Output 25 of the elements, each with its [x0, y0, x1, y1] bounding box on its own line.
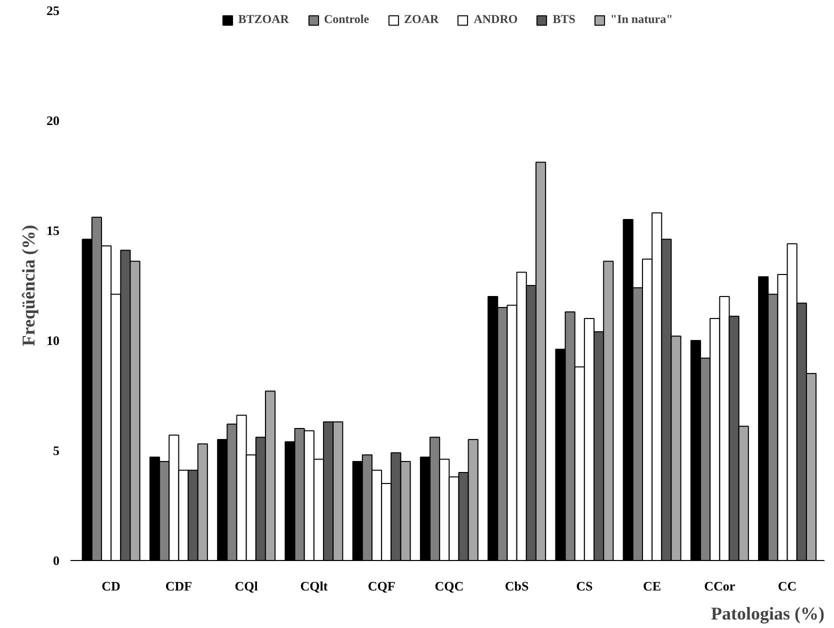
- x-tick-label: CE: [643, 578, 662, 594]
- x-tick-label: CbS: [504, 578, 529, 594]
- legend-label: BTZOAR: [238, 12, 289, 27]
- y-tick-label: 0: [53, 553, 60, 568]
- y-tick-label: 5: [53, 443, 60, 458]
- x-tick-label: CQC: [434, 578, 464, 594]
- legend-label: BTS: [552, 12, 576, 27]
- legend-label: ZOAR: [404, 12, 439, 27]
- x-tick-label: CC: [778, 578, 797, 594]
- x-tick-label: CD: [102, 578, 120, 594]
- x-tick-label: CCor: [704, 578, 736, 594]
- y-tick-label: 25: [46, 3, 60, 18]
- y-axis-title: Freqüência (%): [18, 224, 38, 346]
- x-tick-label: CS: [576, 578, 593, 594]
- y-tick-label: 20: [46, 113, 60, 128]
- x-tick-label: CQF: [368, 578, 396, 594]
- legend-label: ANDRO: [474, 12, 518, 27]
- y-tick-label: 10: [46, 333, 60, 348]
- y-tick-label: 15: [46, 223, 60, 238]
- x-tick-label: CDF: [165, 578, 192, 594]
- legend-label: "In natura": [610, 12, 673, 27]
- legend-label: Controle: [324, 12, 370, 27]
- x-axis-title: Patologias (%): [711, 604, 825, 624]
- x-tick-label: CQlt: [300, 578, 328, 594]
- x-tick-label: CQl: [234, 578, 258, 594]
